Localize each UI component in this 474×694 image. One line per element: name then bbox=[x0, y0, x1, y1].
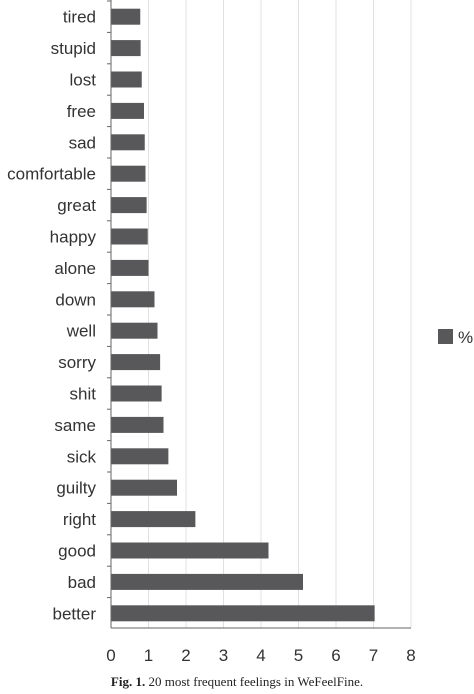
bar bbox=[111, 511, 196, 528]
y-tick-label: well bbox=[66, 322, 96, 341]
x-tick-label: 0 bbox=[106, 646, 115, 665]
figure-caption: Fig. 1. 20 most frequent feelings in WeF… bbox=[0, 674, 474, 690]
axes bbox=[107, 0, 411, 629]
y-tick-label: shit bbox=[70, 385, 97, 404]
bar bbox=[111, 197, 147, 214]
tick-labels: 0 1 2 3 4 5 6 7 8 tired stupid lost free sad comfortab… bbox=[7, 8, 416, 665]
y-tick-label: down bbox=[55, 290, 96, 309]
bar bbox=[111, 416, 164, 433]
y-tick-label: stupid bbox=[51, 39, 96, 58]
gridlines bbox=[148, 0, 412, 628]
bar bbox=[111, 134, 145, 151]
bar-chart: 0 1 2 3 4 5 6 7 8 tired stupid lost free sad comfortab… bbox=[7, 0, 473, 665]
x-tick-label: 8 bbox=[406, 646, 415, 665]
bar bbox=[111, 385, 162, 402]
bar bbox=[111, 8, 141, 25]
x-tick-label: 3 bbox=[219, 646, 228, 665]
y-tick-label: better bbox=[53, 604, 97, 623]
bar bbox=[111, 165, 146, 182]
caption-text: 20 most frequent feelings in WeFeelFine. bbox=[145, 674, 364, 689]
bar bbox=[111, 605, 375, 622]
y-tick-label: free bbox=[67, 102, 96, 121]
y-tick-label: tired bbox=[63, 8, 96, 27]
y-tick-label: comfortable bbox=[7, 165, 96, 184]
bar bbox=[111, 542, 269, 559]
bar bbox=[111, 322, 158, 339]
y-tick-label: great bbox=[57, 196, 96, 215]
y-tick-label: happy bbox=[50, 228, 97, 247]
y-tick-label: good bbox=[58, 542, 96, 561]
bars bbox=[111, 8, 375, 622]
x-tick-label: 2 bbox=[181, 646, 190, 665]
bar bbox=[111, 259, 149, 276]
bar bbox=[111, 228, 148, 245]
y-tick-label: guilty bbox=[56, 479, 96, 498]
x-tick-label: 7 bbox=[369, 646, 378, 665]
legend-label: % bbox=[458, 328, 473, 347]
y-tick-label: right bbox=[63, 510, 96, 529]
x-tick-label: 6 bbox=[331, 646, 340, 665]
y-tick-label: sad bbox=[69, 133, 96, 152]
bar bbox=[111, 291, 155, 308]
bar bbox=[111, 479, 177, 496]
y-tick-label: sorry bbox=[58, 353, 96, 372]
bar bbox=[111, 40, 141, 57]
x-tick-label: 1 bbox=[144, 646, 153, 665]
bar bbox=[111, 71, 142, 88]
bar bbox=[111, 573, 303, 590]
x-tick-label: 4 bbox=[256, 646, 265, 665]
x-tick-label: 5 bbox=[294, 646, 303, 665]
y-tick-label: sick bbox=[67, 447, 97, 466]
legend-swatch bbox=[438, 329, 453, 344]
bar bbox=[111, 448, 169, 465]
bar bbox=[111, 354, 161, 371]
caption-label: Fig. 1. bbox=[110, 674, 146, 689]
y-tick-label: same bbox=[54, 416, 96, 435]
legend: % bbox=[438, 328, 473, 347]
y-tick-label: bad bbox=[68, 573, 96, 592]
y-tick-label: lost bbox=[70, 71, 97, 90]
bar bbox=[111, 102, 144, 119]
y-tick-label: alone bbox=[54, 259, 96, 278]
